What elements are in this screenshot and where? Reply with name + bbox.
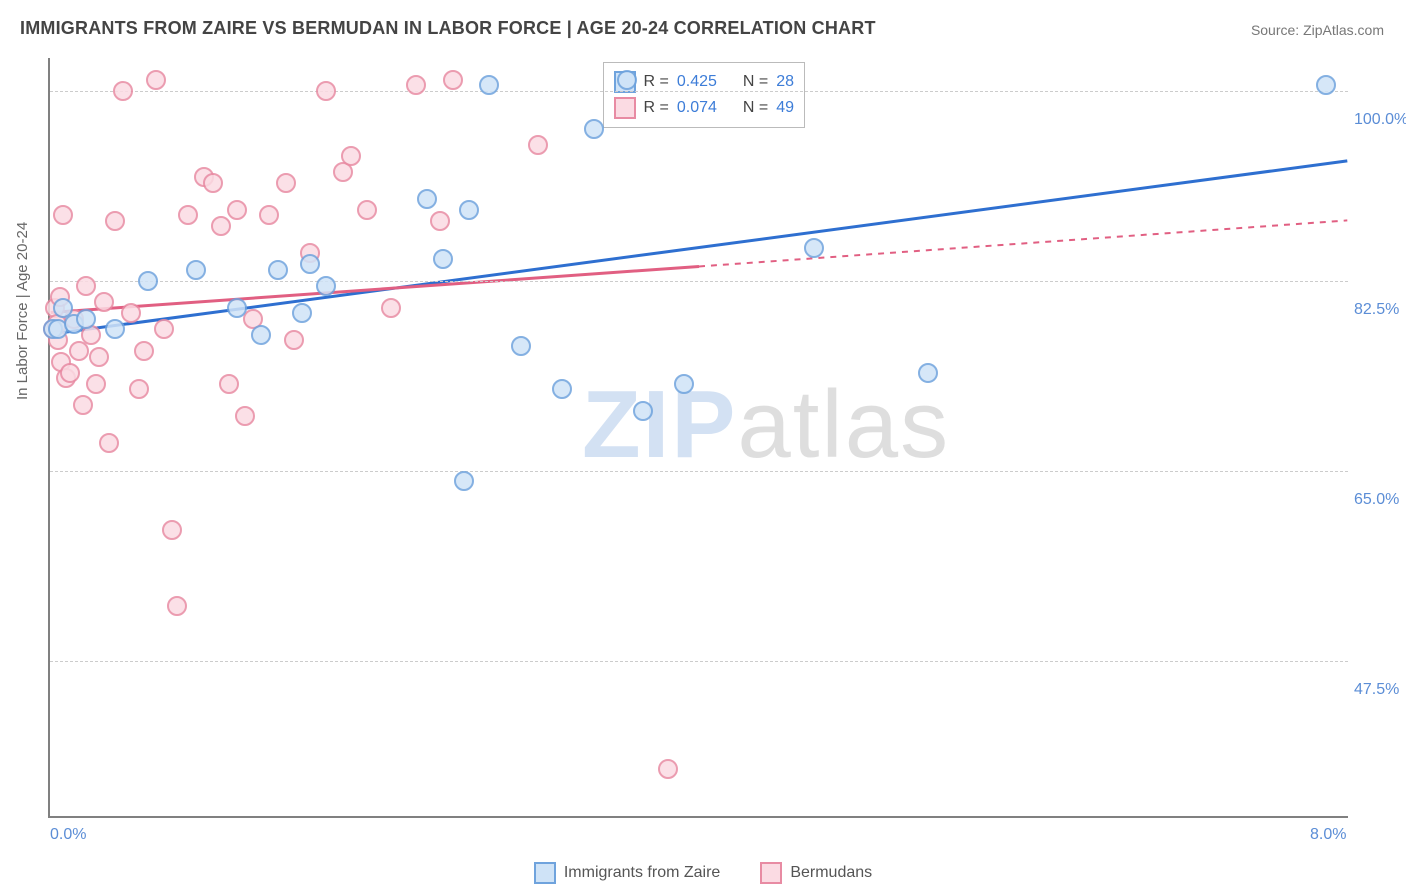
data-point-zaire bbox=[584, 119, 604, 139]
source-prefix: Source: bbox=[1251, 22, 1303, 38]
data-point-zaire bbox=[804, 238, 824, 258]
legend-bottom: Immigrants from Zaire Bermudans bbox=[0, 862, 1406, 884]
data-point-zaire bbox=[227, 298, 247, 318]
source-link[interactable]: ZipAtlas.com bbox=[1303, 22, 1384, 38]
legend-bottom-item-bermudans: Bermudans bbox=[760, 862, 872, 884]
data-point-bermudans bbox=[381, 298, 401, 318]
legend-N-label: N = bbox=[743, 73, 768, 91]
data-point-bermudans bbox=[162, 520, 182, 540]
data-point-zaire bbox=[552, 379, 572, 399]
legend-R-label: R = bbox=[644, 73, 669, 91]
gridline-h bbox=[50, 661, 1348, 662]
watermark-atlas: atlas bbox=[737, 371, 950, 478]
data-point-zaire bbox=[459, 200, 479, 220]
legend-bottom-swatch-bermudans bbox=[760, 862, 782, 884]
watermark-zip: ZIP bbox=[582, 371, 737, 478]
data-point-zaire bbox=[251, 325, 271, 345]
data-point-bermudans bbox=[146, 70, 166, 90]
x-tick-label: 0.0% bbox=[50, 826, 86, 844]
data-point-bermudans bbox=[113, 81, 133, 101]
data-point-bermudans bbox=[276, 173, 296, 193]
data-point-zaire bbox=[186, 260, 206, 280]
data-point-zaire bbox=[292, 303, 312, 323]
data-point-bermudans bbox=[154, 319, 174, 339]
data-point-bermudans bbox=[121, 303, 141, 323]
x-tick-label: 8.0% bbox=[1310, 826, 1346, 844]
data-point-zaire bbox=[479, 75, 499, 95]
legend-swatch-bermudans bbox=[614, 97, 636, 119]
data-point-bermudans bbox=[203, 173, 223, 193]
data-point-bermudans bbox=[259, 205, 279, 225]
legend-N-label: N = bbox=[743, 99, 768, 117]
data-point-zaire bbox=[417, 189, 437, 209]
data-point-bermudans bbox=[284, 330, 304, 350]
data-point-bermudans bbox=[73, 395, 93, 415]
data-point-bermudans bbox=[219, 374, 239, 394]
y-tick-label: 47.5% bbox=[1354, 681, 1406, 699]
data-point-bermudans bbox=[443, 70, 463, 90]
source-attribution: Source: ZipAtlas.com bbox=[1251, 22, 1384, 38]
data-point-zaire bbox=[316, 276, 336, 296]
data-point-bermudans bbox=[178, 205, 198, 225]
data-point-bermudans bbox=[53, 205, 73, 225]
data-point-bermudans bbox=[94, 292, 114, 312]
data-point-bermudans bbox=[658, 759, 678, 779]
data-point-bermudans bbox=[99, 433, 119, 453]
data-point-zaire bbox=[617, 70, 637, 90]
legend-R-value-bermudans: 0.074 bbox=[677, 99, 717, 117]
data-point-zaire bbox=[138, 271, 158, 291]
plot-area: ZIPatlas R =0.425N =28R =0.074N =49 100.… bbox=[48, 58, 1348, 818]
data-point-bermudans bbox=[211, 216, 231, 236]
data-point-zaire bbox=[268, 260, 288, 280]
data-point-bermudans bbox=[528, 135, 548, 155]
data-point-bermudans bbox=[60, 363, 80, 383]
gridline-h bbox=[50, 91, 1348, 92]
data-point-zaire bbox=[76, 309, 96, 329]
y-tick-label: 65.0% bbox=[1354, 491, 1406, 509]
gridline-h bbox=[50, 281, 1348, 282]
legend-R-value-zaire: 0.425 bbox=[677, 73, 717, 91]
legend-R-label: R = bbox=[644, 99, 669, 117]
data-point-bermudans bbox=[430, 211, 450, 231]
legend-bottom-label-zaire: Immigrants from Zaire bbox=[564, 864, 720, 882]
data-point-bermudans bbox=[227, 200, 247, 220]
data-point-zaire bbox=[674, 374, 694, 394]
data-point-bermudans bbox=[129, 379, 149, 399]
data-point-bermudans bbox=[341, 146, 361, 166]
data-point-bermudans bbox=[357, 200, 377, 220]
legend-bottom-label-bermudans: Bermudans bbox=[790, 864, 872, 882]
regression-line-bermudans-dashed bbox=[699, 220, 1347, 266]
data-point-bermudans bbox=[76, 276, 96, 296]
legend-N-value-bermudans: 49 bbox=[776, 99, 794, 117]
data-point-bermudans bbox=[235, 406, 255, 426]
legend-N-value-zaire: 28 bbox=[776, 73, 794, 91]
y-tick-label: 82.5% bbox=[1354, 301, 1406, 319]
data-point-bermudans bbox=[406, 75, 426, 95]
data-point-zaire bbox=[1316, 75, 1336, 95]
legend-bottom-swatch-zaire bbox=[534, 862, 556, 884]
data-point-zaire bbox=[633, 401, 653, 421]
legend-bottom-item-zaire: Immigrants from Zaire bbox=[534, 862, 720, 884]
data-point-bermudans bbox=[86, 374, 106, 394]
data-point-zaire bbox=[918, 363, 938, 383]
data-point-zaire bbox=[105, 319, 125, 339]
y-tick-label: 100.0% bbox=[1354, 111, 1406, 129]
data-point-bermudans bbox=[134, 341, 154, 361]
chart-title: IMMIGRANTS FROM ZAIRE VS BERMUDAN IN LAB… bbox=[20, 18, 876, 39]
data-point-zaire bbox=[300, 254, 320, 274]
data-point-zaire bbox=[433, 249, 453, 269]
regression-lines-layer bbox=[50, 58, 1348, 816]
data-point-zaire bbox=[454, 471, 474, 491]
gridline-h bbox=[50, 471, 1348, 472]
data-point-bermudans bbox=[105, 211, 125, 231]
data-point-bermudans bbox=[167, 596, 187, 616]
data-point-bermudans bbox=[316, 81, 336, 101]
y-axis-title: In Labor Force | Age 20-24 bbox=[14, 222, 31, 400]
data-point-bermudans bbox=[89, 347, 109, 367]
data-point-zaire bbox=[511, 336, 531, 356]
legend-row-bermudans: R = 0.074 N = 49 bbox=[614, 95, 795, 121]
watermark: ZIPatlas bbox=[582, 370, 950, 480]
